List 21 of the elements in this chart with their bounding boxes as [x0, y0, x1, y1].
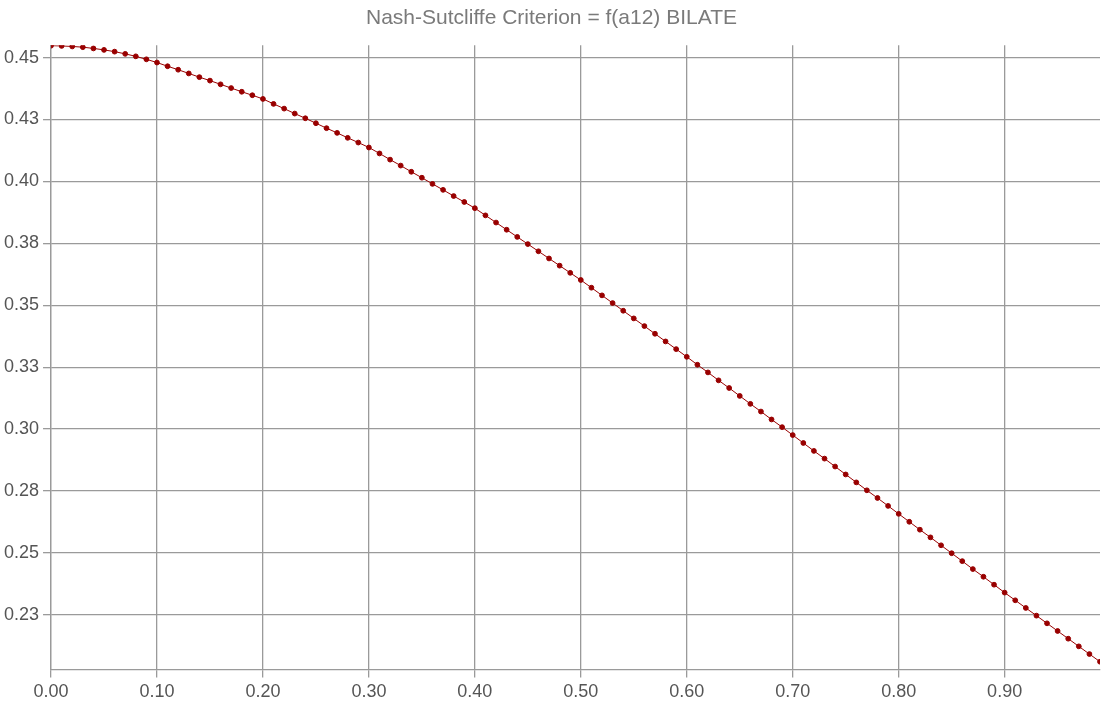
chart-title: Nash-Sutcliffe Criterion = f(a12) BILATE	[366, 5, 737, 29]
y-tick-label: 0.30	[3, 418, 40, 439]
y-tick-label: 0.43	[3, 108, 40, 129]
x-tick-label: 0.20	[245, 681, 281, 702]
x-tick-label: 0.80	[881, 681, 917, 702]
x-tick-label: 0.00	[33, 681, 69, 702]
y-tick-label: 0.33	[3, 356, 40, 377]
x-tick-label: 0.50	[563, 681, 599, 702]
x-tick-label: 0.60	[669, 681, 705, 702]
x-tick-label: 0.90	[987, 681, 1023, 702]
y-tick-label: 0.40	[3, 170, 40, 191]
y-tick-label: 0.38	[3, 232, 40, 253]
y-tick-label: 0.28	[3, 480, 40, 501]
x-tick-label: 0.10	[139, 681, 175, 702]
y-tick-label: 0.45	[3, 46, 40, 67]
x-tick-label: 0.70	[775, 681, 811, 702]
y-tick-label: 0.25	[3, 541, 40, 562]
x-tick-label: 0.40	[457, 681, 493, 702]
x-tick-label: 0.30	[351, 681, 387, 702]
y-tick-label: 0.23	[3, 603, 40, 624]
y-tick-label: 0.35	[3, 294, 40, 315]
